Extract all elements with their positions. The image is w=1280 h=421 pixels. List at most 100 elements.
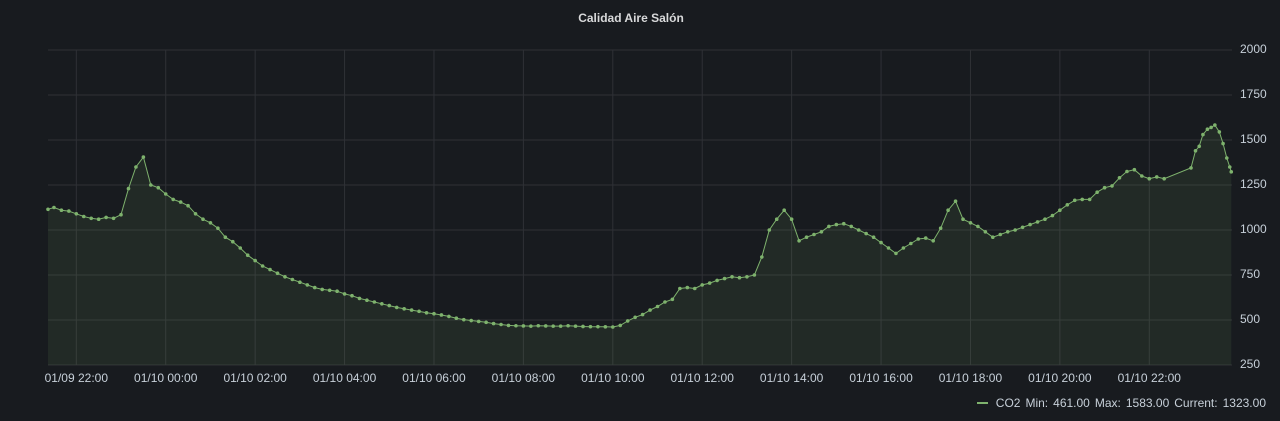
point bbox=[551, 324, 555, 328]
legend-stat-value: 461.00 bbox=[1053, 396, 1090, 410]
point bbox=[923, 236, 928, 240]
point bbox=[96, 217, 101, 221]
point bbox=[439, 313, 444, 317]
point bbox=[342, 292, 347, 296]
legend: CO2 Min: 461.00 Max: 1583.00 Current: 1323.00 bbox=[976, 396, 1266, 410]
point bbox=[52, 205, 56, 210]
point bbox=[1201, 132, 1205, 137]
point bbox=[298, 280, 302, 285]
point bbox=[946, 208, 950, 212]
point bbox=[1058, 208, 1062, 212]
point bbox=[1080, 197, 1085, 202]
point bbox=[827, 224, 831, 229]
point bbox=[409, 308, 414, 312]
point bbox=[67, 209, 71, 213]
point bbox=[938, 226, 943, 230]
point bbox=[193, 212, 198, 216]
point bbox=[201, 217, 205, 221]
point bbox=[514, 323, 518, 328]
point bbox=[849, 224, 854, 229]
point bbox=[566, 323, 570, 328]
point bbox=[774, 217, 779, 221]
point bbox=[365, 298, 369, 303]
point bbox=[402, 307, 406, 311]
point bbox=[991, 235, 995, 239]
point bbox=[715, 278, 719, 283]
point bbox=[1189, 166, 1193, 170]
point bbox=[1102, 185, 1107, 190]
point bbox=[655, 304, 660, 309]
point bbox=[834, 222, 839, 227]
point bbox=[350, 293, 354, 298]
point bbox=[275, 271, 280, 276]
point bbox=[283, 275, 287, 279]
point bbox=[707, 281, 712, 285]
x-tick-label: 01/10 14:00 bbox=[760, 371, 824, 385]
point bbox=[909, 241, 913, 246]
x-tick-label: 01/10 12:00 bbox=[671, 371, 735, 385]
point bbox=[625, 319, 630, 323]
point bbox=[245, 253, 250, 257]
point bbox=[417, 309, 421, 314]
point bbox=[320, 287, 325, 292]
legend-stat-name: Min: bbox=[1025, 396, 1049, 410]
legend-stat-value: 1323.00 bbox=[1222, 396, 1266, 410]
point bbox=[640, 312, 645, 317]
x-tick-label: 01/10 08:00 bbox=[492, 371, 556, 385]
point bbox=[841, 221, 846, 226]
point bbox=[1227, 165, 1232, 169]
point bbox=[81, 214, 86, 219]
point bbox=[1162, 176, 1166, 181]
point bbox=[864, 231, 868, 236]
point bbox=[1043, 217, 1047, 221]
point bbox=[1095, 190, 1099, 194]
x-tick-label: 01/10 22:00 bbox=[1118, 371, 1182, 385]
x-tick-label: 01/10 04:00 bbox=[313, 371, 377, 385]
point bbox=[1154, 175, 1159, 179]
point bbox=[1147, 176, 1152, 181]
point bbox=[1140, 174, 1144, 178]
point bbox=[327, 288, 332, 293]
chart-title: Calidad Aire Salón bbox=[578, 11, 684, 25]
point bbox=[588, 324, 593, 329]
point bbox=[767, 228, 772, 232]
point bbox=[447, 314, 451, 319]
point bbox=[1125, 169, 1129, 174]
point bbox=[618, 323, 623, 328]
legend-label: CO2 bbox=[995, 396, 1021, 410]
point bbox=[812, 232, 816, 237]
point bbox=[536, 323, 541, 328]
point bbox=[558, 324, 563, 328]
point bbox=[208, 221, 213, 225]
point bbox=[1132, 167, 1137, 172]
point bbox=[491, 321, 496, 326]
point bbox=[454, 316, 459, 321]
point bbox=[670, 297, 675, 302]
y-tick-label: 500 bbox=[1240, 312, 1260, 326]
point bbox=[268, 267, 272, 272]
point bbox=[760, 255, 764, 259]
point bbox=[163, 192, 168, 196]
point bbox=[394, 305, 399, 310]
point bbox=[1065, 203, 1070, 207]
point bbox=[1117, 176, 1122, 180]
point bbox=[603, 325, 608, 329]
point bbox=[678, 286, 682, 291]
point bbox=[521, 324, 526, 328]
y-tick-label: 1000 bbox=[1240, 222, 1267, 236]
point bbox=[111, 216, 116, 221]
point bbox=[89, 216, 94, 221]
point bbox=[596, 324, 600, 329]
point bbox=[573, 324, 578, 328]
point bbox=[879, 240, 883, 245]
point bbox=[260, 264, 265, 268]
y-tick-label: 250 bbox=[1240, 357, 1260, 371]
point bbox=[469, 318, 474, 323]
point bbox=[968, 221, 973, 225]
point bbox=[543, 324, 548, 328]
y-tick-label: 750 bbox=[1240, 267, 1260, 281]
point bbox=[506, 323, 511, 328]
point bbox=[931, 239, 936, 243]
area bbox=[48, 125, 1232, 365]
